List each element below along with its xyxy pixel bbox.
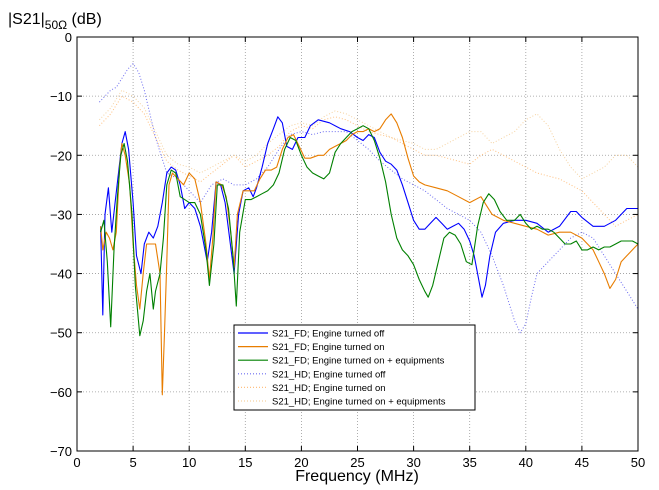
legend-label-1: S21_FD; Engine turned off (272, 329, 385, 340)
series-line-4 (99, 63, 638, 334)
x-tick-label: 20 (294, 455, 308, 470)
series-line-2 (100, 113, 638, 396)
series-line-1 (100, 116, 638, 316)
y-tick-label: −70 (50, 444, 72, 459)
x-tick-label: 25 (350, 455, 364, 470)
tick-labels: 0 5 10 15 20 25 30 35 40 45 50 0 −10 −20 −30 −40 −50 −60 −… (50, 30, 645, 470)
y-tick-label: 0 (65, 30, 72, 45)
grid-lines (77, 37, 638, 451)
x-axis-title: Frequency (MHz) (295, 468, 419, 485)
tick-marks (76, 36, 639, 452)
y-tick-label: −60 (50, 385, 72, 400)
legend-label-6: S21_HD; Engine turned on + equipments (272, 397, 446, 408)
legend-box (233, 324, 476, 411)
y-tick-label: −40 (50, 267, 72, 282)
x-tick-label: 50 (631, 455, 645, 470)
legend-label-3: S21_FD; Engine turned on + equipments (272, 356, 445, 367)
y-axis-title: |S21|50Ω (dB) (8, 11, 102, 32)
y-axis-title-subscript: 50Ω (45, 18, 67, 32)
y-tick-label: −10 (50, 89, 72, 104)
x-tick-label: 40 (519, 455, 533, 470)
series-layer (99, 63, 638, 396)
y-tick-label: −50 (50, 326, 72, 341)
y-tick-label: −20 (50, 148, 72, 163)
x-tick-label: 45 (575, 455, 589, 470)
legend: S21_FD; Engine turned off S21_FD; Engine … (233, 324, 476, 411)
series-line-6 (99, 89, 638, 180)
y-tick-label: −30 (50, 207, 72, 222)
x-tick-label: 5 (129, 455, 136, 470)
legend-label-4: S21_HD; Engine turned off (272, 369, 386, 380)
x-tick-label: 15 (238, 455, 252, 470)
x-tick-label: 30 (406, 455, 420, 470)
legend-label-5: S21_HD; Engine turned on (272, 383, 386, 394)
x-tick-label: 10 (182, 455, 196, 470)
legend-label-2: S21_FD; Engine turned on (272, 342, 385, 353)
x-tick-label: 0 (73, 455, 80, 470)
x-tick-label: 35 (462, 455, 476, 470)
y-axis-title-unit: (dB) (67, 11, 102, 28)
y-axis-title-main: |S21| (8, 11, 45, 28)
series-line-3 (100, 125, 638, 337)
